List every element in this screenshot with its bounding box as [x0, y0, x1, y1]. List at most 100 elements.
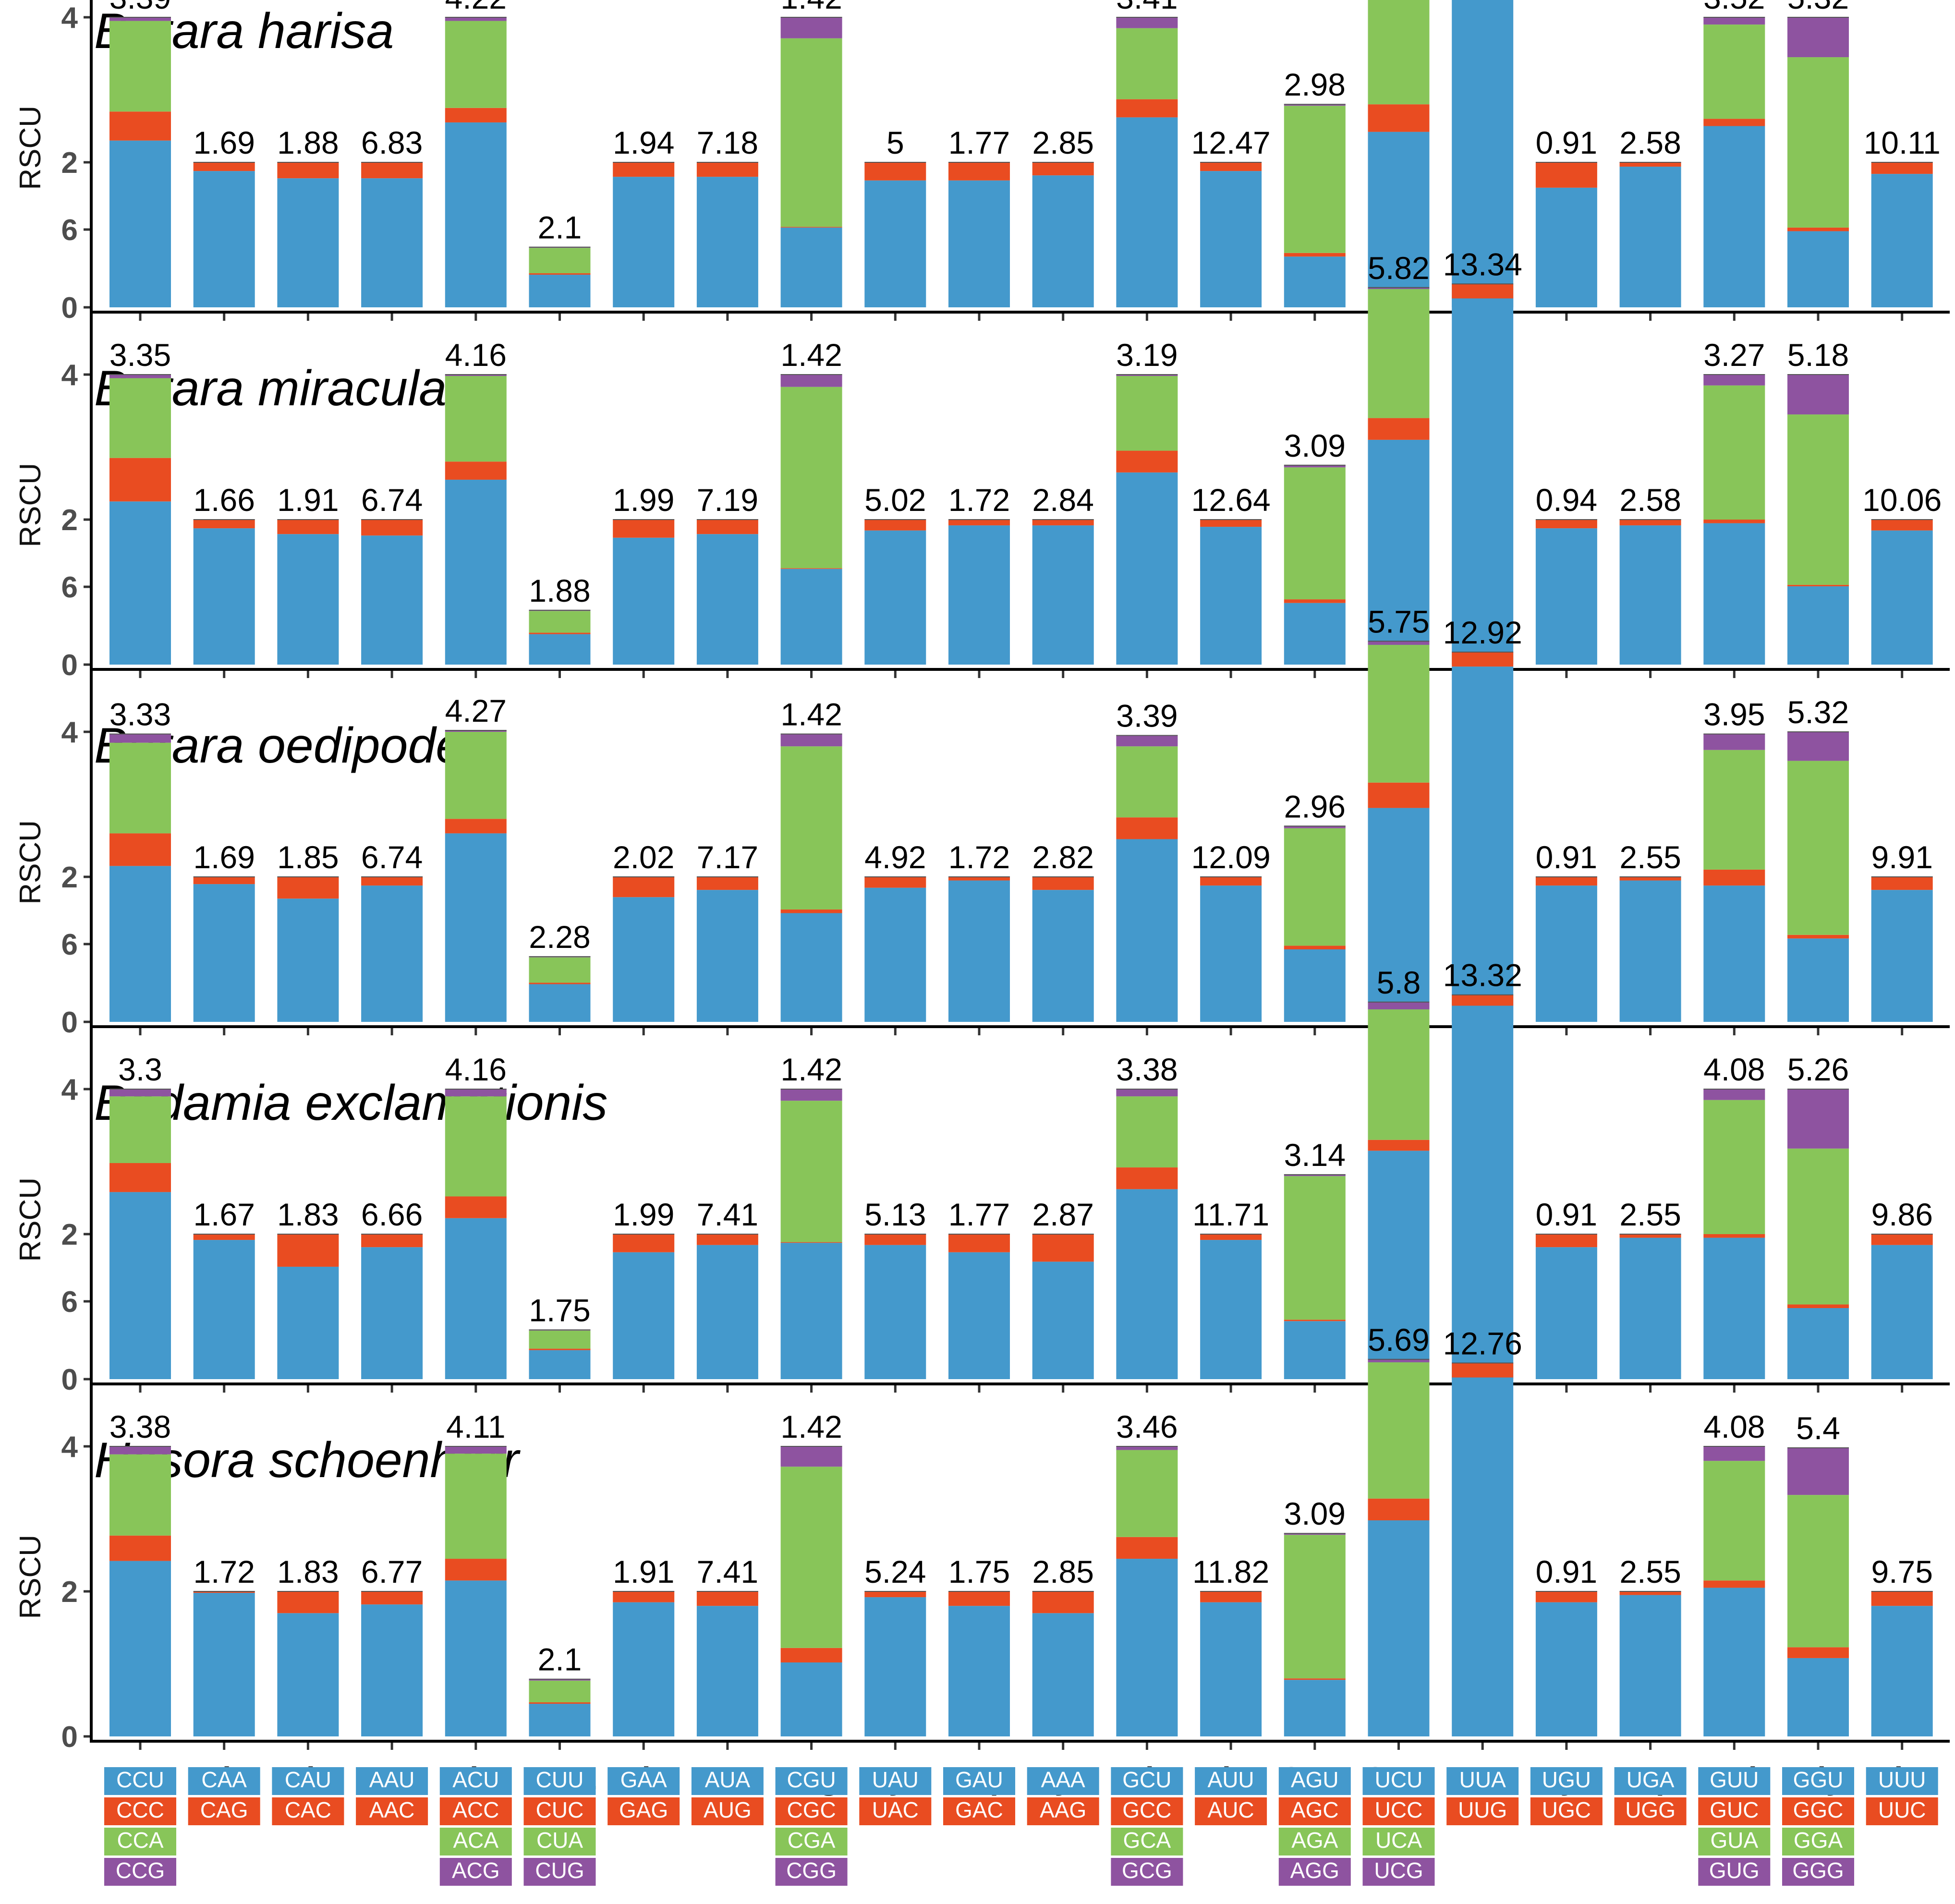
codon-box — [1614, 1797, 1687, 1825]
bar-segment-uuu — [1871, 530, 1933, 665]
bar-segment-ugc — [1535, 520, 1597, 529]
codon-label: CUG — [535, 1858, 584, 1883]
bar-segment-uga — [1619, 1237, 1681, 1379]
data-label: 5.69 — [1368, 1322, 1429, 1358]
bar-segment-caa — [193, 1593, 255, 1736]
bar-leu2: 12.76 — [1443, 1325, 1522, 1736]
bar-segment-ucc — [1368, 1498, 1430, 1521]
bar-tyr: 5.24 — [864, 1554, 926, 1736]
data-label: 3.19 — [1116, 337, 1178, 373]
bar-segment-acu — [445, 479, 507, 665]
bar-ile: 11.82 — [1192, 1554, 1269, 1736]
bar-segment-aua — [696, 1245, 758, 1379]
data-label: 5.8 — [1377, 965, 1421, 1000]
bar-segment-gau — [948, 180, 1010, 307]
codon-box — [104, 1858, 176, 1886]
bar-segment-aua — [696, 890, 758, 1022]
bar-segment-gcc — [1116, 1537, 1178, 1559]
bar-segment-cgg — [780, 734, 842, 747]
data-label: 9.91 — [1871, 839, 1932, 875]
data-label: 1.88 — [529, 573, 590, 608]
codon-box — [439, 1797, 512, 1825]
codon-box — [775, 1828, 848, 1855]
y-tick-label: 6 — [61, 928, 78, 961]
bar-leu2: 12.92 — [1443, 615, 1522, 1022]
bar-segment-aug — [696, 877, 758, 890]
bar-segment-uug — [1452, 1363, 1514, 1378]
codon-box — [1278, 1797, 1351, 1825]
bar-segment-ggu — [1787, 231, 1849, 307]
bar-segment-gug — [1703, 1446, 1765, 1461]
bar-segment-aca — [445, 1096, 507, 1197]
bar-segment-cuc — [529, 273, 591, 275]
bar-segment-uac — [864, 162, 926, 181]
bar-segment-ccg — [109, 375, 171, 378]
data-label: 3.52 — [1703, 0, 1765, 15]
bar-glu: 1.99 — [613, 1197, 674, 1379]
codon-label: AUU — [1208, 1767, 1254, 1792]
codon-label: CAA — [201, 1767, 247, 1792]
bar-segment-cau — [277, 898, 339, 1022]
codon-label: GCA — [1123, 1828, 1171, 1853]
bar-segment-caa — [193, 171, 255, 307]
codon-box — [943, 1767, 1015, 1795]
bar-ile: 11.71 — [1192, 1197, 1269, 1379]
data-label: 11.82 — [1192, 1554, 1269, 1589]
codon-label: CUU — [536, 1767, 584, 1792]
data-label: 2.1 — [538, 1642, 582, 1677]
bar-segment-aag — [1032, 162, 1094, 176]
data-label: 5.32 — [1787, 0, 1849, 15]
bar-segment-guu — [1703, 885, 1765, 1022]
y-tick-label: 6 — [61, 1286, 78, 1319]
bar-ser1: 2.98 — [1284, 67, 1346, 307]
bar-cys: 0.91 — [1536, 1554, 1597, 1736]
bar-segment-ucc — [1368, 104, 1430, 132]
codon-box — [775, 1767, 848, 1795]
codon-box — [523, 1767, 596, 1795]
codon-legend-ala: GCU GCC GCA GCG — [1111, 1767, 1183, 1886]
codon-legend-asn: AAU AAC — [356, 1767, 428, 1825]
data-label: 1.66 — [193, 482, 255, 518]
bar-segment-aaa — [1032, 175, 1094, 307]
codon-box — [439, 1828, 512, 1855]
bar-segment-aug — [696, 1234, 758, 1245]
bar-segment-uua — [1452, 1377, 1514, 1736]
codon-legend-ser2: UCU UCC UCA UCG — [1362, 1767, 1435, 1886]
codon-box — [691, 1797, 764, 1825]
data-label: 2.55 — [1619, 1554, 1681, 1589]
data-label: 6.77 — [361, 1554, 423, 1589]
codon-label: CUC — [536, 1797, 584, 1822]
bar-ile: 12.64 — [1191, 482, 1271, 665]
bar-segment-aua — [696, 1606, 758, 1736]
bar-segment-guc — [1703, 1234, 1765, 1238]
bar-segment-gcg — [1116, 1089, 1178, 1097]
codon-label: UUG — [1458, 1797, 1507, 1822]
y-axis-label: RSCU — [14, 820, 47, 905]
bar-segment-gac — [948, 520, 1010, 526]
codon-label: GUC — [1710, 1797, 1759, 1822]
bar-segment-gua — [1703, 385, 1765, 520]
bar-val: 3.52 — [1703, 0, 1765, 307]
bar-segment-auu — [1200, 527, 1262, 665]
data-label: 1.99 — [613, 482, 674, 518]
codon-label: UUA — [1459, 1767, 1506, 1792]
codon-box — [1866, 1797, 1938, 1825]
bar-segment-agu — [1284, 603, 1346, 665]
codon-legend-arg: CGU CGC CGA CGG — [775, 1767, 848, 1886]
bar-segment-cgc — [780, 568, 842, 569]
data-label: 1.83 — [277, 1197, 339, 1232]
data-label: 1.42 — [780, 1052, 842, 1087]
bar-val: 3.27 — [1703, 337, 1765, 665]
bar-segment-guc — [1703, 119, 1765, 126]
bar-segment-gca — [1116, 28, 1178, 99]
y-axis-label: RSCU — [14, 106, 47, 190]
bar-segment-cuc — [529, 1348, 591, 1350]
bar-segment-ccu — [109, 1561, 171, 1736]
bar-tyr: 5.02 — [864, 482, 926, 665]
codon-legend-gly: GGU GGC GGA GGG — [1782, 1767, 1854, 1886]
bar-segment-acu — [445, 1580, 507, 1736]
bar-phe: 10.11 — [1864, 125, 1941, 307]
codon-box — [1111, 1858, 1183, 1886]
bar-segment-ggu — [1787, 938, 1849, 1022]
codon-label: AGG — [1290, 1858, 1339, 1883]
